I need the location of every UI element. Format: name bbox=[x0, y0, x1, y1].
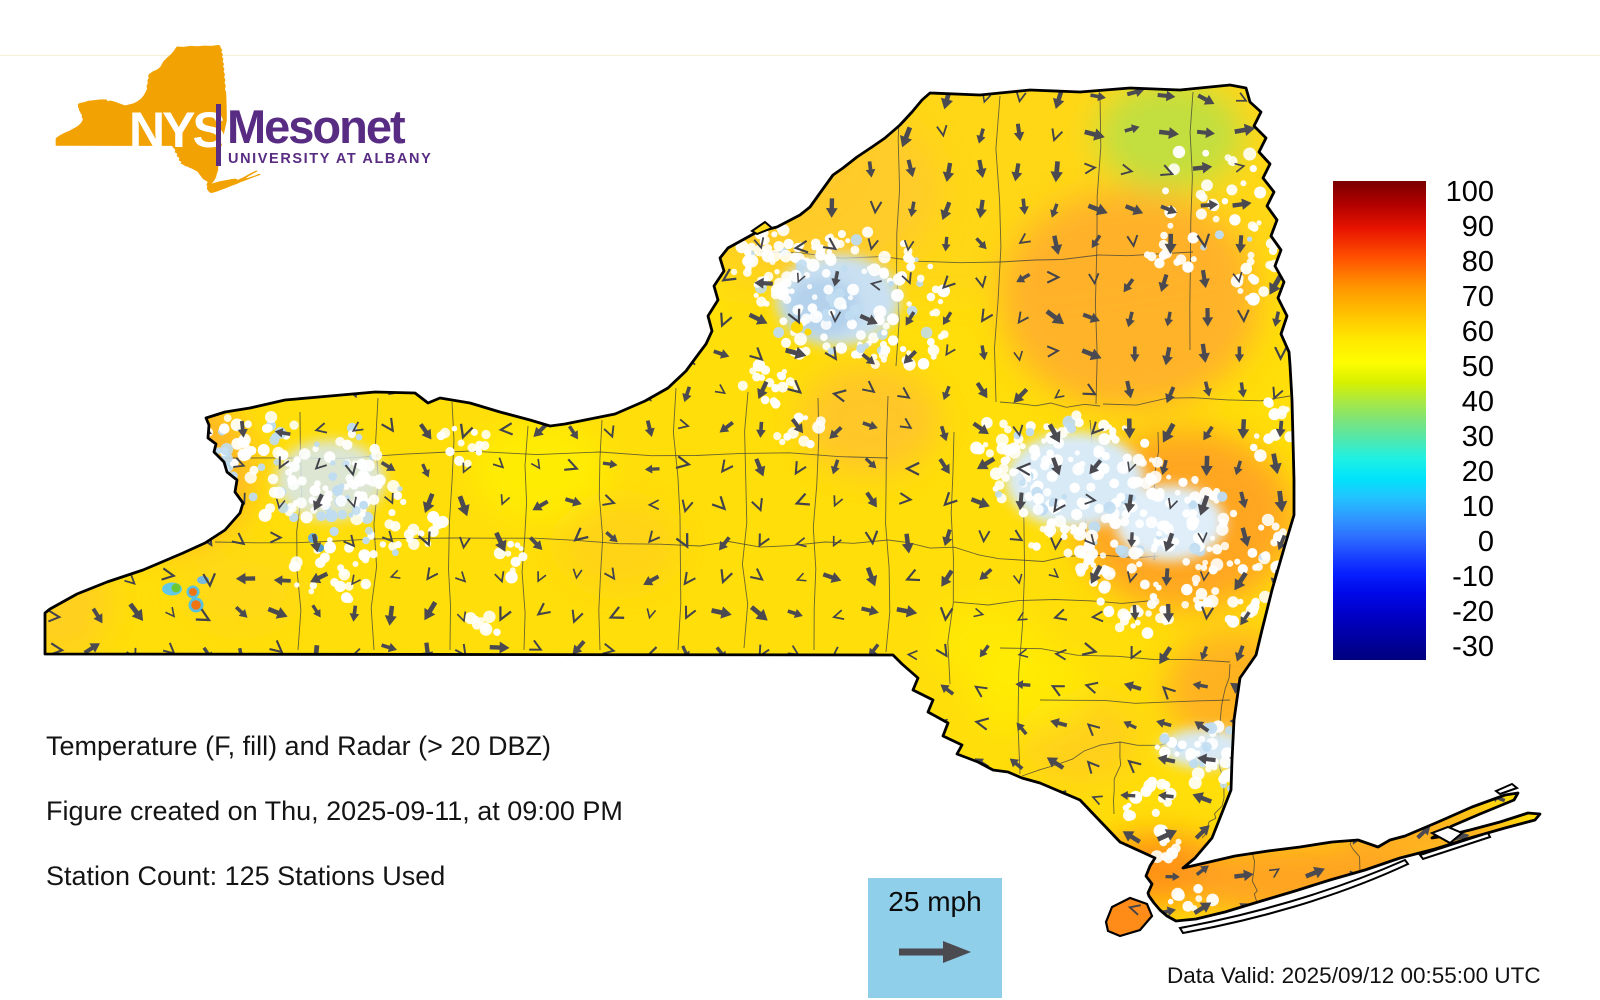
wind-legend-label: 25 mph bbox=[888, 886, 982, 917]
fishers-island bbox=[1494, 782, 1520, 796]
colorbar-tick: 20 bbox=[1461, 456, 1494, 488]
logo-org-name: Mesonet bbox=[227, 100, 406, 153]
colorbar-tick: -30 bbox=[1452, 631, 1494, 663]
colorbar-tick: 30 bbox=[1461, 421, 1494, 453]
data-valid-timestamp: Data Valid: 2025/09/12 00:55:00 UTC bbox=[1167, 963, 1541, 988]
radar-speckles bbox=[203, 145, 1296, 912]
figure-created-text: Figure created on Thu, 2025-09-11, at 09… bbox=[46, 796, 623, 826]
map-title: Temperature (F, fill) and Radar (> 20 DB… bbox=[46, 731, 551, 761]
colorbar-tick: 90 bbox=[1461, 211, 1494, 243]
top-divider-line bbox=[0, 55, 1600, 56]
cape-vincent-island bbox=[750, 220, 774, 236]
colorbar-tick: 100 bbox=[1445, 176, 1494, 208]
colorbar-tick: 60 bbox=[1461, 316, 1494, 348]
wind-speed-legend: 25 mph bbox=[868, 878, 1002, 998]
station-count-text: Station Count: 125 Stations Used bbox=[46, 861, 446, 891]
logo-subtitle: UNIVERSITY AT ALBANY bbox=[228, 151, 433, 167]
barrier-island-east bbox=[1418, 831, 1492, 861]
colorbar-tick: 80 bbox=[1461, 246, 1494, 278]
colorbar-tick: 10 bbox=[1461, 491, 1494, 523]
colorbar-tick: -20 bbox=[1452, 596, 1494, 628]
logo-divider-bar bbox=[216, 104, 221, 166]
barrier-island-west bbox=[1178, 858, 1410, 935]
colorbar-tick: 50 bbox=[1461, 351, 1494, 383]
colorbar-tick-labels: 100 90 80 70 60 50 40 30 20 10 0 -10 -20… bbox=[1398, 0, 1494, 700]
colorbar-tick: -10 bbox=[1452, 561, 1494, 593]
shelter-island bbox=[1429, 825, 1464, 845]
temperature-colorbar bbox=[1333, 181, 1426, 660]
wind-legend-arrow-icon bbox=[899, 941, 971, 963]
colorbar-tick: 0 bbox=[1477, 526, 1494, 558]
colorbar-tick: 40 bbox=[1461, 386, 1494, 418]
logo-org-abbr: NYS bbox=[129, 102, 226, 158]
colorbar-tick: 70 bbox=[1461, 281, 1494, 313]
